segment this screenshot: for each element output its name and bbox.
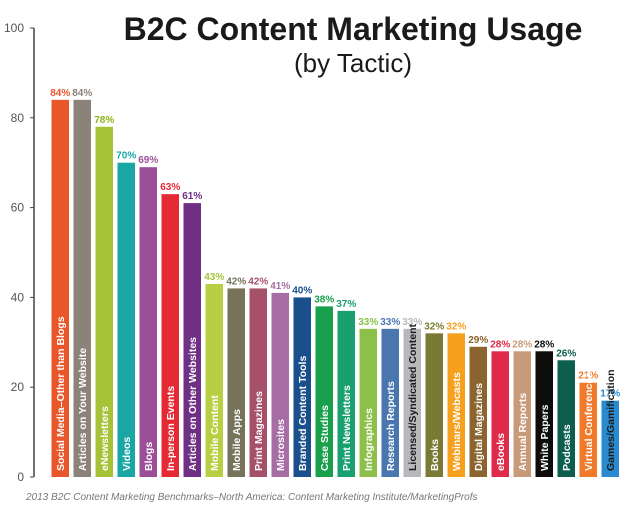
bar bbox=[139, 167, 157, 477]
category-label: Blogs bbox=[143, 442, 155, 471]
bar-value-label: 32% bbox=[446, 321, 466, 332]
category-label: Annual Reports bbox=[517, 393, 529, 471]
bar bbox=[469, 346, 487, 477]
category-label: Virtual Conferences bbox=[583, 372, 595, 471]
category-label: Books bbox=[429, 439, 441, 471]
bar bbox=[249, 288, 267, 477]
bar-value-label: 63% bbox=[160, 182, 180, 193]
bar-value-label: 70% bbox=[116, 151, 136, 162]
y-tick-label: 100 bbox=[4, 21, 24, 35]
bar bbox=[161, 194, 179, 477]
bar-value-label: 33% bbox=[402, 317, 422, 328]
category-label: White Papers bbox=[539, 404, 551, 471]
bars-group: 84% Social Media–Other than Blogs 84% Artic… bbox=[50, 88, 620, 478]
bar-value-label: 84% bbox=[72, 88, 92, 99]
bar bbox=[579, 382, 597, 477]
bar bbox=[447, 333, 465, 477]
category-label: Research Reports bbox=[385, 381, 397, 471]
bar bbox=[491, 351, 509, 477]
bar-value-label: 38% bbox=[314, 294, 334, 305]
bar-value-label: 40% bbox=[292, 285, 312, 296]
bar bbox=[315, 306, 333, 477]
category-label: Case Studies bbox=[319, 405, 331, 471]
bar bbox=[271, 292, 289, 477]
bar-value-label: 32% bbox=[424, 321, 444, 332]
bar bbox=[293, 297, 311, 477]
category-label: Branded Content Tools bbox=[297, 356, 309, 471]
bar-value-label: 42% bbox=[248, 276, 268, 287]
category-label: Games/Gamification bbox=[605, 369, 617, 471]
bar bbox=[425, 333, 443, 477]
bar bbox=[381, 328, 399, 477]
bar bbox=[513, 351, 531, 477]
category-label: Videos bbox=[121, 437, 133, 471]
bar bbox=[557, 360, 575, 477]
category-label: Print Newsletters bbox=[341, 385, 353, 471]
category-label: In-person Events bbox=[165, 386, 177, 471]
bar-value-label: 26% bbox=[556, 348, 576, 359]
category-label: Articles on Your Website bbox=[77, 348, 89, 471]
category-label: eBooks bbox=[495, 433, 507, 471]
bar bbox=[403, 328, 421, 477]
bar-value-label: 69% bbox=[138, 155, 158, 166]
bar-value-label: 28% bbox=[512, 339, 532, 350]
category-label: Mobile Apps bbox=[231, 409, 243, 471]
category-label: Digital Magazines bbox=[473, 383, 485, 471]
bar bbox=[359, 328, 377, 477]
bar bbox=[601, 400, 619, 477]
bar bbox=[337, 310, 355, 477]
bar bbox=[117, 162, 135, 477]
bar-value-label: 37% bbox=[336, 299, 356, 310]
bar-value-label: 43% bbox=[204, 272, 224, 283]
y-tick-label: 40 bbox=[11, 290, 25, 304]
category-label: Webinars/Webcasts bbox=[451, 372, 463, 471]
category-label: Licensed/Syndicated Content bbox=[407, 323, 419, 471]
bar bbox=[51, 99, 69, 477]
chart-title: B2C Content Marketing Usage bbox=[124, 11, 583, 47]
source-note: 2013 B2C Content Marketing Benchmarks–No… bbox=[25, 492, 478, 503]
bar-value-label: 61% bbox=[182, 191, 202, 202]
bar-value-label: 84% bbox=[50, 88, 70, 99]
bar-value-label: 41% bbox=[270, 281, 290, 292]
bar-value-label: 28% bbox=[534, 339, 554, 350]
bar-value-label: 17% bbox=[600, 389, 620, 400]
bar bbox=[535, 351, 553, 477]
bar bbox=[227, 288, 245, 477]
bar-value-label: 33% bbox=[380, 317, 400, 328]
category-label: Mobile Content bbox=[209, 395, 221, 471]
category-label: Podcasts bbox=[561, 424, 573, 471]
category-label: Microsites bbox=[275, 419, 287, 471]
chart-subtitle: (by Tactic) bbox=[294, 48, 412, 78]
y-tick-label: 0 bbox=[17, 470, 24, 484]
category-label: eNewsletters bbox=[99, 406, 111, 471]
y-tick-label: 20 bbox=[11, 380, 25, 394]
bar-value-label: 29% bbox=[468, 335, 488, 346]
category-label: Social Media–Other than Blogs bbox=[55, 316, 67, 471]
category-label: Articles on Other Websites bbox=[187, 337, 199, 471]
bar bbox=[95, 126, 113, 477]
bar-value-label: 28% bbox=[490, 339, 510, 350]
category-label: Print Magazines bbox=[253, 391, 265, 471]
bar bbox=[183, 203, 201, 478]
y-tick-label: 80 bbox=[11, 111, 25, 125]
bar-value-label: 78% bbox=[94, 115, 114, 126]
bar-value-label: 21% bbox=[578, 371, 598, 382]
y-tick-label: 60 bbox=[11, 201, 25, 215]
category-label: Infographics bbox=[363, 408, 375, 471]
bar-value-label: 42% bbox=[226, 276, 246, 287]
bar-value-label: 33% bbox=[358, 317, 378, 328]
bar bbox=[73, 99, 91, 477]
bar bbox=[205, 283, 223, 477]
y-axis: 0 20 40 60 80 100 bbox=[4, 21, 35, 484]
